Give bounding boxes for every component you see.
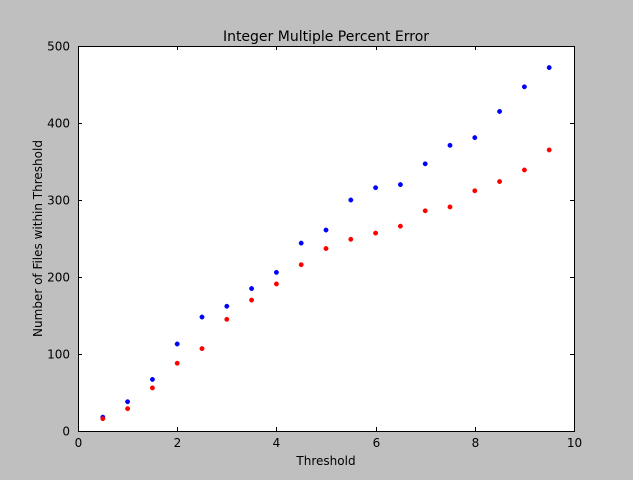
data-point-series-2 [521,167,527,173]
data-point-series-2 [447,204,453,210]
data-point-series-1 [422,161,428,167]
data-point-series-1 [497,109,503,114]
data-point-series-1 [298,240,304,246]
data-point-series-1 [249,286,255,291]
data-point-series-2 [273,281,279,287]
x-tick-label: 8 [472,436,480,450]
data-point-series-1 [149,376,155,382]
data-point-series-2 [249,297,255,303]
y-tick-label: 100 [47,348,70,362]
y-tick-label: 0 [62,425,70,439]
data-point-series-2 [323,246,329,251]
data-point-series-2 [546,147,552,153]
x-tick-label: 10 [567,436,582,450]
y-tick-label: 200 [47,271,70,285]
y-tick-label: 500 [47,40,70,54]
data-point-series-2 [472,188,478,194]
data-point-series-2 [422,208,428,214]
data-point-series-2 [149,385,155,391]
data-point-series-1 [373,185,379,191]
data-point-series-1 [546,65,552,71]
data-point-series-1 [348,197,354,203]
x-tick-label: 2 [174,436,182,450]
data-point-series-2 [348,236,354,242]
data-point-series-1 [472,135,478,141]
data-points [100,65,552,422]
plot-area [78,46,574,431]
data-point-series-2 [497,179,503,184]
data-point-series-2 [298,262,304,268]
data-point-series-1 [323,227,329,233]
data-point-series-2 [174,360,180,366]
data-point-series-1 [224,303,230,309]
x-tick-label: 6 [373,436,381,450]
data-point-series-1 [125,399,131,405]
data-point-series-2 [373,230,379,236]
data-point-series-1 [397,182,403,188]
data-point-series-1 [174,341,180,347]
data-point-series-1 [521,84,527,90]
x-tick-label: 0 [75,436,83,450]
data-point-series-1 [447,142,453,148]
data-point-series-2 [125,406,131,412]
data-point-series-2 [224,316,230,322]
data-point-series-2 [397,223,403,229]
x-tick-label: 4 [273,436,281,450]
y-tick-label: 300 [47,194,70,208]
data-point-series-1 [273,269,279,275]
data-point-series-1 [199,314,205,320]
data-point-series-2 [199,346,205,352]
plot-frame [78,46,575,432]
x-axis-label: Threshold [295,454,355,468]
y-tick-label: 400 [47,117,70,131]
y-axis-label: Number of Files within Threshold [31,140,45,337]
data-point-series-2 [100,416,106,422]
chart-title: Integer Multiple Percent Error [223,29,429,45]
